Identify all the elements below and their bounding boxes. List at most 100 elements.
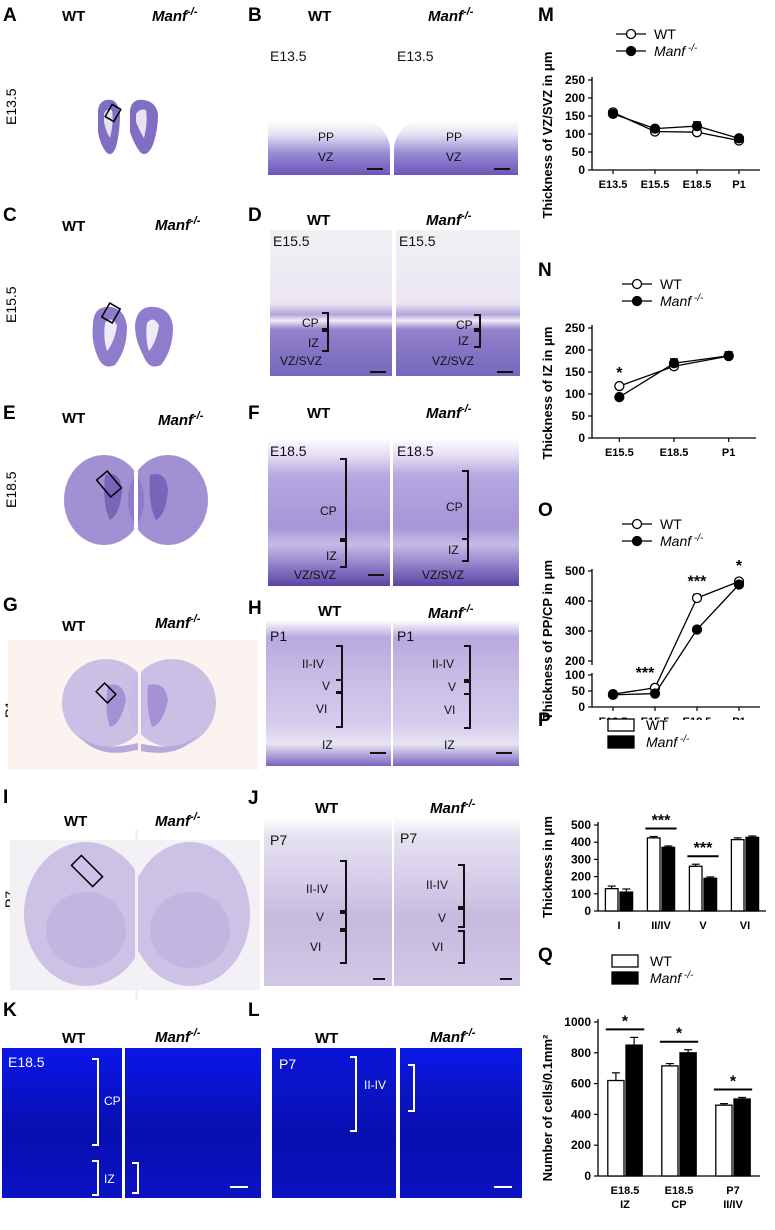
layer-bracket bbox=[340, 540, 347, 568]
genotype-label-manf: Manf-/- bbox=[155, 215, 201, 234]
layer-bracket bbox=[464, 693, 471, 729]
x-tick-label: V bbox=[699, 920, 707, 930]
layer-bracket bbox=[340, 458, 347, 540]
layer-bracket bbox=[340, 910, 347, 930]
layer-label-vi: VI bbox=[316, 702, 328, 716]
whole-brain-section-e185 bbox=[64, 445, 208, 560]
histology-image-p7-manf bbox=[394, 818, 520, 986]
y-tick-label: 300 bbox=[571, 852, 591, 866]
legend-swatch bbox=[611, 954, 639, 968]
whole-brain-section-p7 bbox=[24, 830, 250, 1000]
layer-bracket bbox=[462, 470, 469, 540]
x-tick-label: CP bbox=[671, 1199, 686, 1211]
significance-label: * bbox=[622, 1013, 629, 1030]
panel-label-k: K bbox=[3, 1000, 17, 1021]
x-tick-label: VI bbox=[740, 920, 750, 930]
layer-label-iiiv: II-IV bbox=[364, 1078, 387, 1092]
layer-label-iz: IZ bbox=[308, 336, 319, 350]
dapi-image-e185-manf bbox=[125, 1048, 261, 1198]
histology-image-e155-wt bbox=[270, 230, 392, 376]
y-axis-label: Thickness of IZ in μm bbox=[540, 327, 555, 460]
scale-bar bbox=[370, 752, 386, 754]
data-point bbox=[668, 358, 680, 369]
panel-label-o: O bbox=[538, 500, 553, 521]
whole-brain-section-p1 bbox=[62, 655, 216, 765]
bar bbox=[703, 877, 718, 912]
data-point bbox=[723, 350, 734, 361]
panel-label-n: N bbox=[538, 260, 552, 281]
scale-bar bbox=[494, 168, 510, 170]
x-tick-label: E15.5 bbox=[605, 447, 634, 459]
legend-swatch bbox=[611, 971, 639, 985]
data-point bbox=[607, 689, 619, 700]
layer-bracket bbox=[340, 860, 347, 914]
legend-marker bbox=[631, 535, 643, 547]
x-tick-label: P1 bbox=[732, 179, 745, 191]
layer-bracket bbox=[462, 538, 469, 562]
age-label-p1: P1 bbox=[270, 628, 288, 644]
y-tick-label: 250 bbox=[565, 73, 585, 87]
layer-label-iz: IZ bbox=[458, 334, 469, 348]
data-point bbox=[691, 592, 703, 604]
y-tick-label: 200 bbox=[565, 654, 585, 668]
y-tick-label: 50 bbox=[572, 409, 586, 423]
genotype-label-wt: WT bbox=[64, 813, 88, 830]
bar bbox=[661, 846, 676, 912]
histology-image-p1-wt bbox=[266, 620, 391, 766]
y-tick-label: 200 bbox=[565, 343, 585, 357]
panel-label-l: L bbox=[248, 1000, 260, 1021]
genotype-label-wt: WT bbox=[315, 800, 339, 817]
layer-label-cp: CP bbox=[456, 318, 473, 332]
scale-bar bbox=[230, 1186, 248, 1188]
y-tick-label: 100 bbox=[565, 387, 585, 401]
layer-label-vi: VI bbox=[432, 940, 444, 954]
age-label-e135: E13.5 bbox=[270, 48, 307, 64]
layer-label-v: V bbox=[322, 679, 331, 693]
histology-image-p1-manf bbox=[393, 620, 519, 766]
layer-label-vzsvz: VZ/SVZ bbox=[280, 354, 323, 368]
age-label-e155: E15.5 bbox=[273, 233, 310, 249]
x-tick-label: E18.5 bbox=[611, 1185, 640, 1197]
y-tick-label: 1000 bbox=[564, 1015, 591, 1029]
x-tick-label: E15.5 bbox=[641, 716, 670, 720]
bar bbox=[688, 865, 703, 912]
legend-label: Manf -/- bbox=[650, 970, 694, 986]
scale-bar bbox=[370, 371, 386, 373]
y-tick-label: 300 bbox=[565, 624, 585, 638]
age-label-e135: E13.5 bbox=[3, 88, 19, 125]
genotype-label-manf: Manf-/- bbox=[430, 798, 476, 817]
data-point bbox=[614, 391, 625, 403]
bar bbox=[607, 1079, 625, 1177]
genotype-label-manf: Manf-/- bbox=[426, 210, 472, 229]
legend-label: Manf -/- bbox=[654, 43, 698, 59]
panel-label-d: D bbox=[248, 205, 262, 226]
genotype-label-manf: Manf-/- bbox=[152, 6, 198, 25]
genotype-label-manf: Manf-/- bbox=[155, 613, 201, 632]
scale-bar bbox=[500, 978, 512, 980]
age-label-e185: E18.5 bbox=[8, 1054, 45, 1070]
genotype-label-wt: WT bbox=[307, 405, 331, 422]
age-label-p7: P7 bbox=[270, 832, 288, 848]
significance-label: *** bbox=[688, 573, 707, 590]
data-point bbox=[649, 688, 661, 699]
y-tick-label: 400 bbox=[565, 594, 585, 608]
bar bbox=[646, 837, 661, 912]
y-tick-label: 500 bbox=[571, 818, 591, 832]
legend-label: WT bbox=[646, 717, 668, 733]
series-line bbox=[612, 584, 740, 696]
layer-label-cp: CP bbox=[320, 504, 337, 518]
y-tick-label: 0 bbox=[584, 904, 591, 918]
legend-swatch bbox=[607, 718, 635, 732]
y-tick-label: 600 bbox=[571, 1077, 591, 1091]
panel-label-g: G bbox=[3, 595, 18, 616]
y-tick-label: 250 bbox=[565, 321, 585, 335]
whole-brain-section-e155 bbox=[92, 302, 173, 367]
panel-label-b: B bbox=[248, 5, 262, 26]
panel-label-h: H bbox=[248, 598, 262, 619]
panel-label-e: E bbox=[3, 403, 16, 424]
y-axis-label: Thickness in μm bbox=[540, 816, 555, 918]
histology-image-p7-wt bbox=[264, 818, 392, 986]
histology-image-e185-wt bbox=[268, 438, 390, 586]
significance-label: * bbox=[616, 365, 623, 382]
